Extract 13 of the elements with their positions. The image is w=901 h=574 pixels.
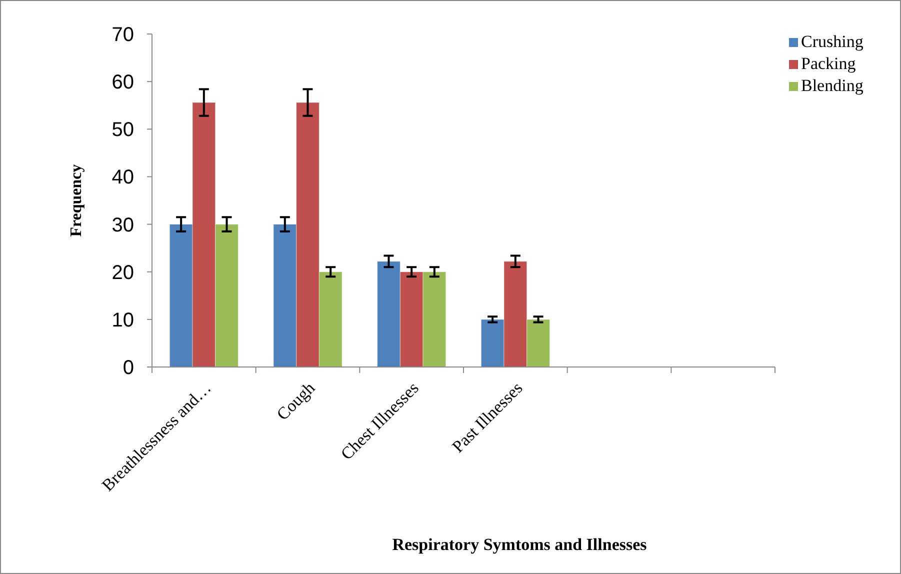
legend-label: Crushing: [801, 32, 864, 51]
x-axis-title: Respiratory Symtoms and Illnesses: [392, 535, 648, 554]
y-tick-label: 10: [112, 309, 134, 332]
y-axis-title: Frequency: [68, 164, 85, 237]
legend-label: Blending: [801, 76, 864, 95]
y-tick-label: 70: [112, 24, 134, 46]
y-tick-label: 40: [112, 166, 134, 189]
y-tick-label: 0: [122, 357, 134, 379]
y-tick-label: 60: [112, 72, 134, 94]
y-tick-label: 20: [112, 262, 134, 284]
y-tick-label: 50: [112, 119, 134, 142]
legend-label: Packing: [801, 54, 856, 73]
y-tick-label: 30: [112, 214, 134, 236]
